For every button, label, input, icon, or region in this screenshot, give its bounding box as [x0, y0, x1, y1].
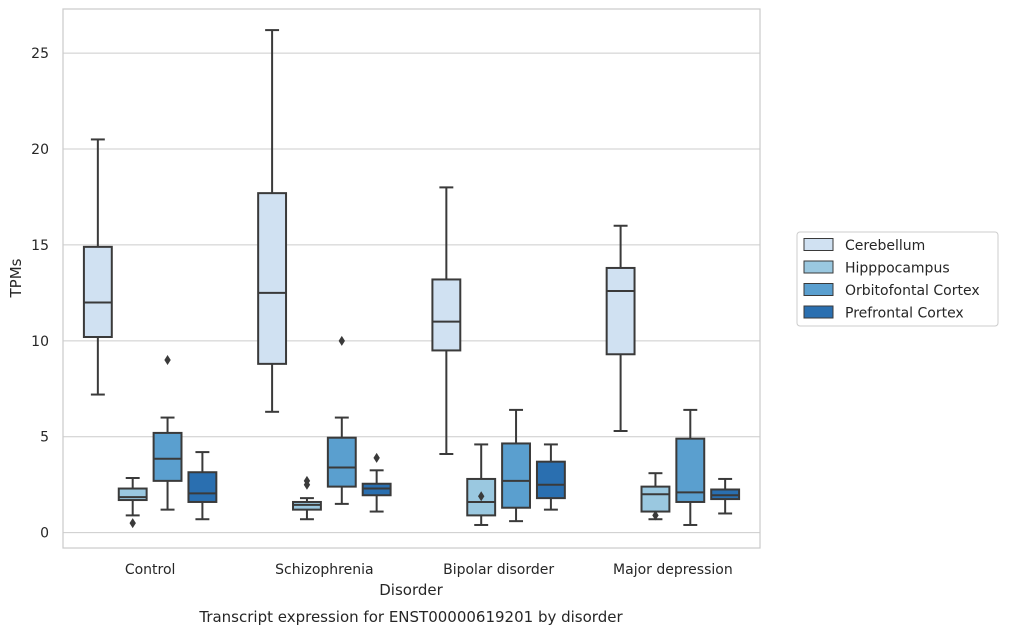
box [117, 487, 148, 502]
box-plot [187, 451, 218, 521]
x-tick-label: Major depression [613, 562, 733, 578]
chart-caption: Transcript expression for ENST0000061920… [198, 608, 623, 626]
y-tick-labels: 0 5 10 15 20 25 [31, 46, 49, 542]
legend-label: Hipppocampus [845, 261, 950, 277]
box-plot [431, 186, 462, 456]
box-plot [605, 224, 636, 432]
outlier-point [652, 510, 659, 521]
box-plot [675, 408, 706, 526]
box-plot [82, 138, 113, 396]
y-tick-label: 5 [40, 430, 49, 446]
boxes [82, 29, 741, 529]
outlier-point [373, 452, 380, 463]
y-tick-label: 0 [40, 526, 49, 542]
box [535, 460, 566, 500]
box-plot [326, 335, 357, 505]
box [605, 266, 636, 356]
x-axis-label: Disorder [379, 581, 443, 599]
box-plot [640, 472, 671, 521]
box-plot [361, 452, 392, 513]
x-tick-label: Schizophrenia [275, 562, 373, 578]
legend-label: Prefrontal Cortex [845, 306, 964, 322]
box-plot [117, 476, 148, 529]
legend-swatch [803, 238, 834, 251]
legend: Cerebellum Hipppocampus Orbitofontal Corte… [796, 231, 999, 327]
box [257, 192, 288, 365]
y-tick-label: 10 [31, 334, 49, 350]
x-tick-labels: Control Schizophrenia Bipolar disorder Majo… [125, 562, 733, 578]
outlier-point [303, 475, 311, 486]
legend-swatch [803, 305, 834, 319]
y-tick-label: 25 [31, 46, 49, 62]
x-tick-label: Control [125, 562, 176, 578]
box-plot [257, 29, 288, 413]
y-tick-label: 20 [31, 142, 49, 158]
box-plot [710, 477, 741, 515]
legend-label: Orbitofontal Cortex [845, 283, 980, 299]
box [187, 471, 218, 503]
outlier-point [478, 491, 485, 502]
legend-swatch [803, 283, 834, 296]
box-plot [535, 443, 566, 511]
box [501, 442, 531, 509]
box [431, 278, 462, 352]
box-plot [466, 443, 497, 526]
legend-label: Cerebellum [845, 238, 925, 254]
box-plot [292, 475, 322, 521]
y-axis-label: TPMs [7, 258, 25, 298]
box [152, 431, 183, 482]
box [326, 436, 357, 488]
box-plot [152, 355, 183, 511]
legend-swatch [803, 260, 834, 274]
x-tick-label: Bipolar disorder [443, 562, 554, 578]
outlier-point [338, 335, 345, 346]
plot-frame [62, 8, 761, 549]
outlier-point [164, 355, 171, 366]
box-plot [501, 408, 531, 523]
outlier-point [129, 518, 136, 529]
box [82, 245, 113, 339]
y-tick-label: 15 [31, 238, 49, 254]
box [640, 485, 671, 513]
legend-frame [796, 231, 999, 327]
